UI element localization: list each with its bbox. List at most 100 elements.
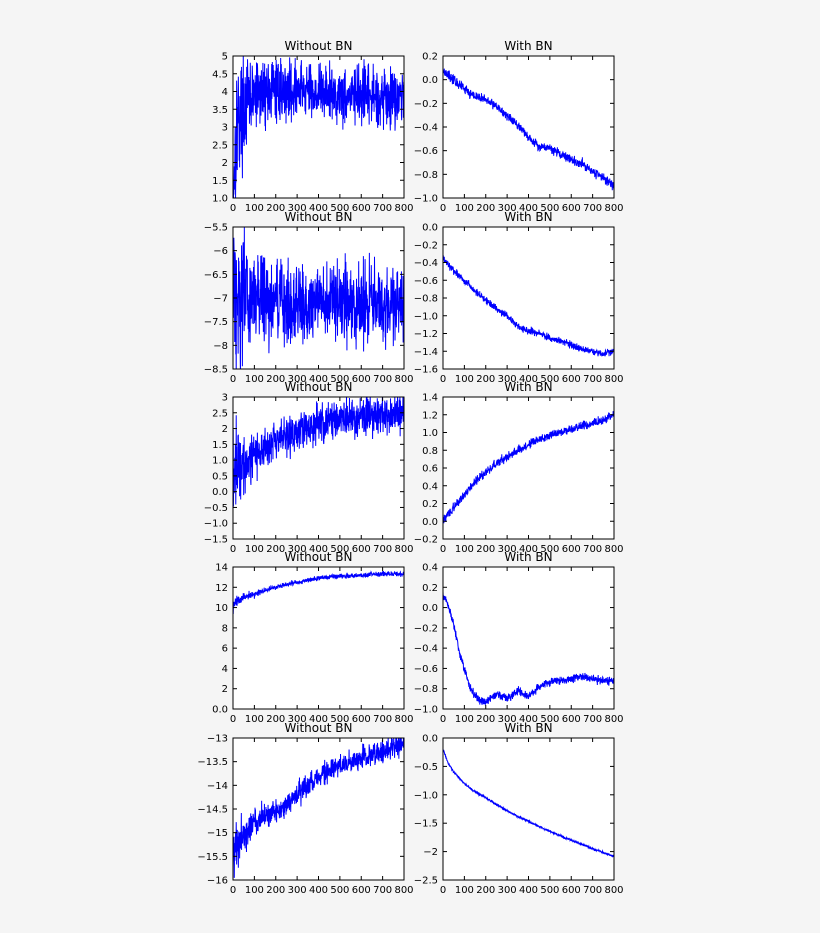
subplot-5: Without BN 0 100 200 300 400 500 600 700 800 −1.5 −… [204,380,414,555]
x-tick-label: 0 [440,203,446,214]
y-tick-label: 0.0 [422,223,438,234]
y-tick-label: 0.2 [422,583,438,594]
x-tick-label: 600 [352,374,371,385]
x-tick-label: 400 [519,714,538,725]
x-tick-label: 200 [476,714,495,725]
series-line [443,749,614,858]
y-tick-label: −0.4 [414,123,438,134]
y-tick-label: 0.2 [422,499,438,510]
x-tick-label: 0 [440,885,446,896]
series-line [443,411,614,524]
y-tick-label: 2 [222,684,228,695]
x-tick-label: 800 [604,544,623,555]
y-tick-label: −0.2 [414,535,438,546]
x-tick-label: 600 [352,885,371,896]
y-tick-label: 0.8 [422,446,438,457]
x-tick-label: 400 [309,374,328,385]
y-tick-label: −8.5 [204,365,228,376]
x-tick-label: 0 [230,374,236,385]
x-tick-label: 100 [245,374,264,385]
x-tick-label: 800 [394,544,413,555]
x-tick-label: 700 [373,544,392,555]
y-tick-label: 0.6 [422,464,438,475]
series-line [443,255,614,357]
x-tick-label: 800 [604,374,623,385]
y-tick-label: −13 [207,734,228,745]
y-tick-label: −6 [213,246,228,257]
y-tick-label: 4 [222,87,228,98]
subplot-title: With BN [504,39,552,53]
y-tick-label: −15.5 [197,852,228,863]
y-tick-label: 0.2 [422,52,438,63]
subplot-2: With BN 0 100 200 300 400 500 600 700 800 −1.0 −0.8… [414,39,624,214]
x-tick-label: 100 [455,544,474,555]
y-tick-label: −1.6 [414,365,438,376]
x-tick-label: 700 [583,544,602,555]
y-tick-label: 1.0 [212,456,228,467]
y-tick-label: −5.5 [204,223,228,234]
y-tick-label: 0.5 [212,471,228,482]
y-tick-label: 0.4 [422,481,438,492]
y-tick-label: −2 [423,847,438,858]
y-tick-label: 0.0 [422,517,438,528]
x-tick-label: 600 [562,885,581,896]
x-tick-label: 700 [583,203,602,214]
x-tick-label: 500 [330,885,349,896]
plot-area [443,738,614,880]
x-tick-label: 200 [266,544,285,555]
x-tick-label: 500 [540,203,559,214]
y-tick-label: 3 [222,393,228,404]
series-line [233,738,404,878]
y-tick-label: −0.5 [204,503,228,514]
x-tick-label: 600 [562,203,581,214]
subplot-title: With BN [504,550,552,564]
y-tick-label: 1.2 [422,410,438,421]
x-tick-label: 100 [245,885,264,896]
y-tick-label: 1.5 [212,440,228,451]
y-tick-label: −6.5 [204,270,228,281]
series-line [233,56,404,198]
x-tick-label: 300 [288,544,307,555]
x-tick-label: 400 [519,885,538,896]
y-tick-label: 4.5 [212,69,228,80]
series-line [233,227,404,369]
y-tick-label: −14 [207,781,228,792]
x-tick-label: 500 [540,714,559,725]
x-tick-label: 300 [498,885,517,896]
x-tick-label: 300 [288,203,307,214]
x-tick-label: 300 [288,714,307,725]
series-line [443,591,614,706]
x-tick-label: 400 [309,714,328,725]
y-tick-label: −1.2 [414,329,438,340]
y-tick-label: −0.2 [414,623,438,634]
x-tick-label: 200 [266,374,285,385]
x-tick-label: 400 [519,544,538,555]
y-tick-label: −0.4 [414,258,438,269]
y-tick-label: 2.5 [212,140,228,151]
y-tick-label: −7 [213,294,228,305]
x-tick-label: 500 [540,885,559,896]
plot-area [443,567,614,709]
y-tick-label: 0.0 [422,75,438,86]
x-tick-label: 200 [266,203,285,214]
subplot-10: With BN 0 100 200 300 400 500 600 700 800 −2.5 −2 −1… [414,721,624,896]
y-tick-label: −14.5 [197,805,228,816]
y-tick-label: −8 [213,341,228,352]
x-tick-label: 800 [604,714,623,725]
x-tick-label: 200 [476,203,495,214]
plot-area [443,56,614,198]
y-tick-label: 0.4 [422,563,438,574]
x-tick-label: 700 [583,885,602,896]
x-tick-label: 100 [245,544,264,555]
subplot-9: Without BN 0 100 200 300 400 500 600 700 800 −16 −1… [197,721,413,896]
x-tick-label: 800 [394,203,413,214]
x-tick-label: 500 [540,374,559,385]
x-tick-label: 600 [352,203,371,214]
x-tick-label: 0 [230,714,236,725]
y-tick-label: −0.8 [414,170,438,181]
y-tick-label: 3 [222,123,228,134]
y-tick-label: 14 [215,563,228,574]
x-tick-label: 100 [455,203,474,214]
y-tick-label: −15 [207,828,228,839]
y-tick-label: −13.5 [197,757,228,768]
